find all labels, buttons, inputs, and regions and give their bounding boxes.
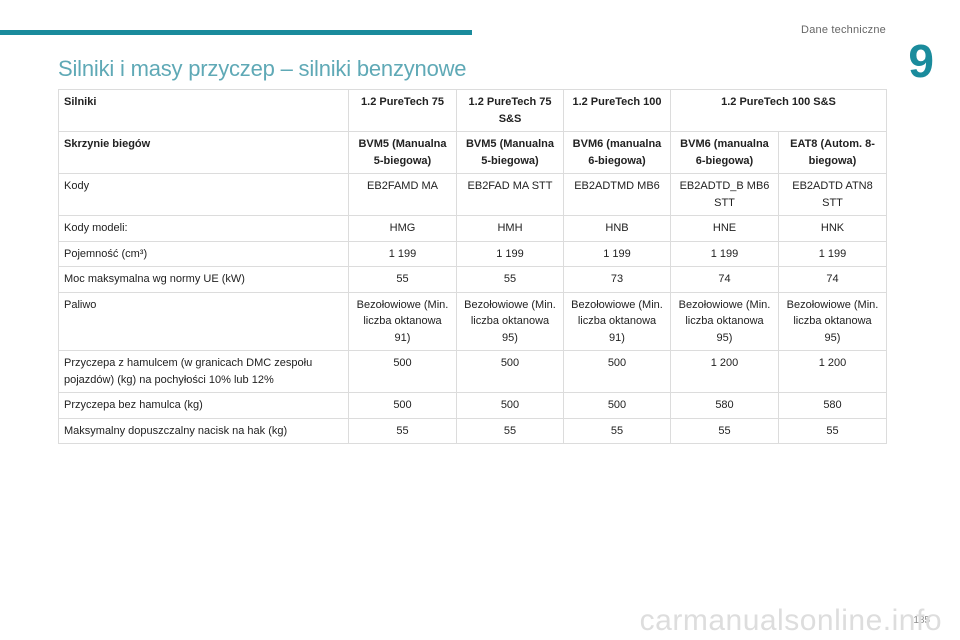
page-number: 185	[913, 615, 930, 626]
table-cell: 55	[348, 266, 457, 293]
table-cell: HMG	[348, 215, 457, 242]
row-label: Przyczepa bez hamulca (kg)	[58, 392, 349, 419]
table-cell: 55	[670, 417, 779, 444]
table-cell: HMH	[456, 215, 564, 242]
table-cell: 500	[563, 350, 671, 393]
table-cell: 500	[348, 350, 457, 393]
engine-header: 1.2 PureTech 75	[348, 89, 457, 132]
row-label: Kody	[58, 173, 349, 216]
table-cell: 580	[670, 392, 779, 419]
engine-spec-table: Silniki 1.2 PureTech 75 1.2 PureTech 75 …	[58, 89, 887, 444]
table-row: Maksymalny dopuszczalny nacisk na hak (k…	[58, 417, 887, 444]
table-row: Kody EB2FAMD MA EB2FAD MA STT EB2ADTMD M…	[58, 173, 887, 216]
table-row: Przyczepa bez hamulca (kg) 500 500 500 5…	[58, 392, 887, 419]
table-cell: EB2ADTD_B MB6 STT	[670, 173, 779, 216]
table-cell: 1 199	[778, 240, 887, 267]
table-cell: 500	[563, 392, 671, 419]
table-cell: EB2ADTD ATN8 STT	[778, 173, 887, 216]
table-cell: EB2FAMD MA	[348, 173, 457, 216]
table-cell: EB2FAD MA STT	[456, 173, 564, 216]
table-cell: 55	[348, 417, 457, 444]
table-row: Pojemność (cm³) 1 199 1 199 1 199 1 199 …	[58, 240, 887, 267]
row-label: Silniki	[58, 89, 349, 132]
row-label: Skrzynie biegów	[58, 131, 349, 174]
table-cell: 55	[456, 266, 564, 293]
section-label: Dane techniczne	[801, 24, 886, 36]
table-cell: Bezołowiowe (Min. liczba oktanowa 91)	[563, 291, 671, 351]
table-cell: HNE	[670, 215, 779, 242]
row-label: Paliwo	[58, 291, 349, 351]
table-cell: EAT8 (Autom. 8-biegowa)	[778, 131, 887, 174]
table-row: Skrzynie biegów BVM5 (Manualna 5-biegowa…	[58, 131, 887, 174]
engine-header: 1.2 PureTech 75 S&S	[456, 89, 564, 132]
page-title: Silniki i masy przyczep – silniki benzyn…	[58, 56, 467, 81]
section-color-bar	[0, 30, 472, 35]
row-label: Przyczepa z hamulcem (w granicach DMC ze…	[58, 350, 349, 393]
table-cell: 74	[670, 266, 779, 293]
table-cell: 1 199	[456, 240, 564, 267]
table-cell: 1 199	[563, 240, 671, 267]
table-cell: HNB	[563, 215, 671, 242]
table-cell: BVM6 (manualna 6-biegowa)	[670, 131, 779, 174]
engine-header: 1.2 PureTech 100 S&S	[670, 89, 887, 132]
table-cell: EB2ADTMD MB6	[563, 173, 671, 216]
watermark: carmanualsonline.info	[639, 604, 942, 637]
row-label: Moc maksymalna wg normy UE (kW)	[58, 266, 349, 293]
table-cell: 55	[778, 417, 887, 444]
table-cell: 1 200	[670, 350, 779, 393]
table-row: Moc maksymalna wg normy UE (kW) 55 55 73…	[58, 266, 887, 293]
row-label: Pojemność (cm³)	[58, 240, 349, 267]
table-cell: 500	[456, 350, 564, 393]
table-cell: 73	[563, 266, 671, 293]
table-cell: 500	[456, 392, 564, 419]
table-cell: Bezołowiowe (Min. liczba oktanowa 91)	[348, 291, 457, 351]
table-cell: Bezołowiowe (Min. liczba oktanowa 95)	[456, 291, 564, 351]
table-row: Kody modeli: HMG HMH HNB HNE HNK	[58, 215, 887, 242]
table-cell: BVM5 (Manualna 5-biegowa)	[348, 131, 457, 174]
table-cell: HNK	[778, 215, 887, 242]
row-label: Kody modeli:	[58, 215, 349, 242]
chapter-number: 9	[908, 35, 934, 87]
table-cell: Bezołowiowe (Min. liczba oktanowa 95)	[778, 291, 887, 351]
table-cell: BVM6 (manualna 6-biegowa)	[563, 131, 671, 174]
table-cell: 1 199	[670, 240, 779, 267]
table-cell: 74	[778, 266, 887, 293]
table-cell: 500	[348, 392, 457, 419]
table-cell: BVM5 (Manualna 5-biegowa)	[456, 131, 564, 174]
table-header-row: Silniki 1.2 PureTech 75 1.2 PureTech 75 …	[58, 89, 887, 132]
table-cell: 55	[563, 417, 671, 444]
table-cell: 1 200	[778, 350, 887, 393]
table-cell: 580	[778, 392, 887, 419]
table-cell: Bezołowiowe (Min. liczba oktanowa 95)	[670, 291, 779, 351]
table-row: Paliwo Bezołowiowe (Min. liczba oktanowa…	[58, 291, 887, 351]
engine-header: 1.2 PureTech 100	[563, 89, 671, 132]
table-cell: 55	[456, 417, 564, 444]
table-cell: 1 199	[348, 240, 457, 267]
table-row: Przyczepa z hamulcem (w granicach DMC ze…	[58, 350, 887, 393]
row-label: Maksymalny dopuszczalny nacisk na hak (k…	[58, 417, 349, 444]
